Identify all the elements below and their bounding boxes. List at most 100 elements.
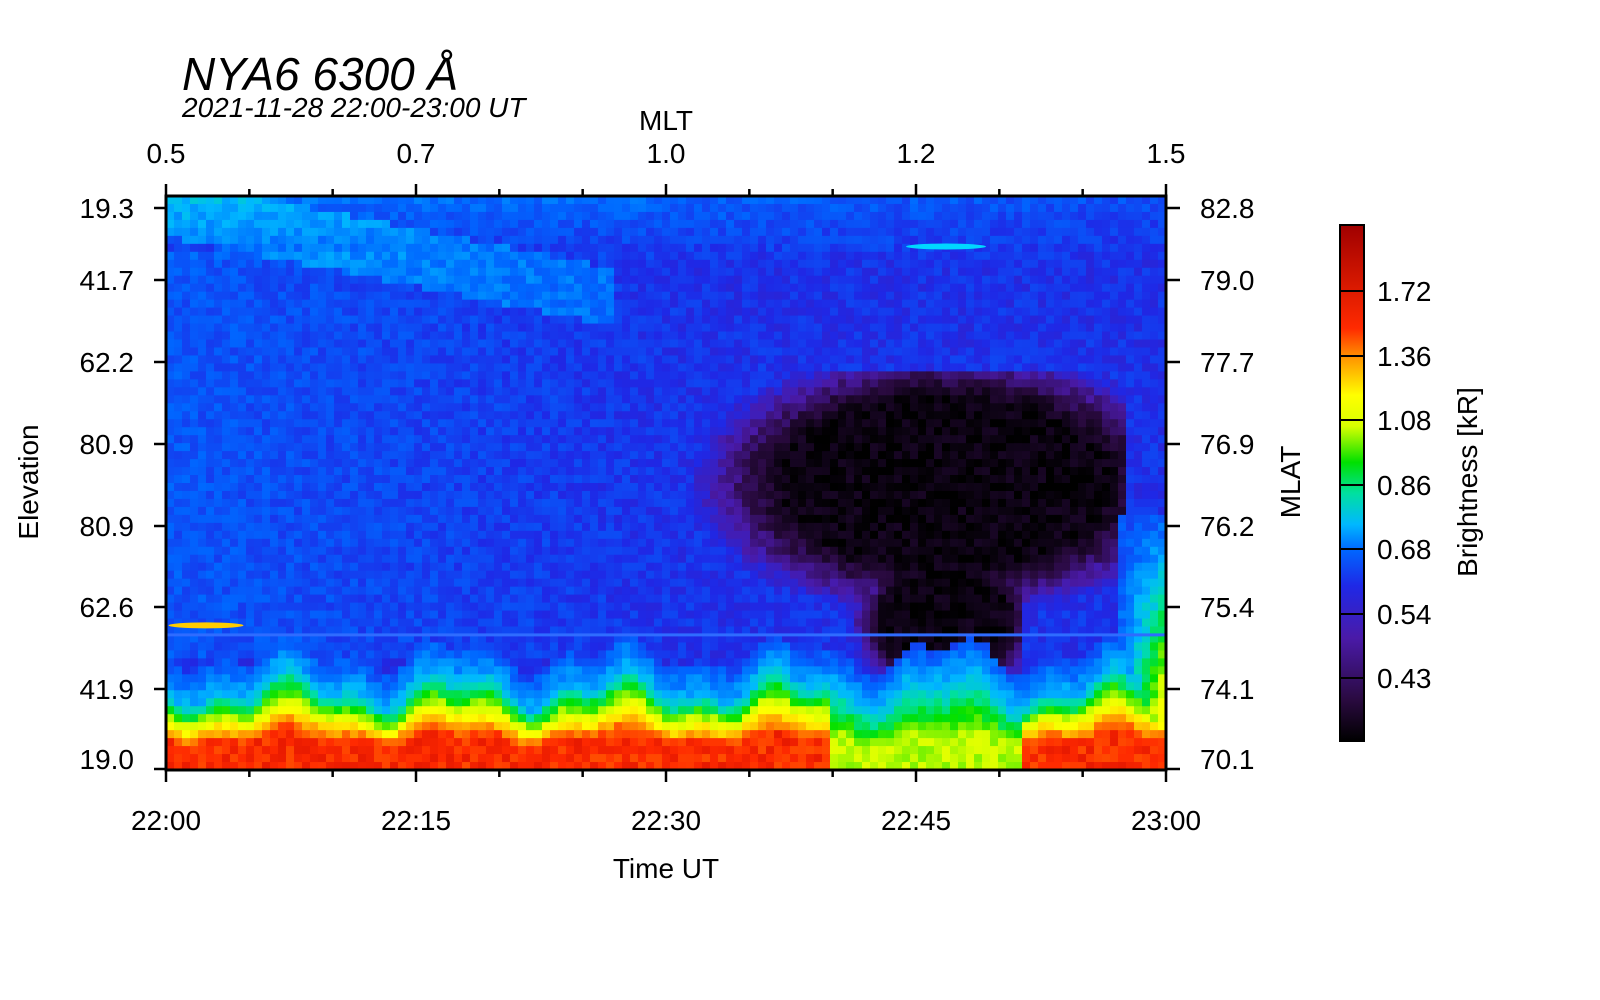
heatmap-cell bbox=[550, 578, 559, 588]
heatmap-cell bbox=[542, 299, 551, 309]
heatmap-cell bbox=[662, 443, 671, 452]
heatmap-cell bbox=[246, 706, 255, 715]
heatmap-cell bbox=[430, 666, 439, 675]
heatmap-cell bbox=[454, 307, 463, 317]
heatmap-cell bbox=[494, 490, 503, 500]
heatmap-cell bbox=[382, 642, 391, 652]
heatmap-cell bbox=[286, 706, 295, 715]
heatmap-cell bbox=[622, 714, 631, 723]
heatmap-cell bbox=[302, 690, 311, 699]
heatmap-cell bbox=[662, 530, 671, 540]
heatmap-cell bbox=[286, 259, 295, 269]
heatmap-cell bbox=[406, 211, 415, 221]
heatmap-cell bbox=[238, 331, 247, 341]
heatmap-cell bbox=[286, 546, 295, 556]
heatmap-cell bbox=[430, 642, 439, 652]
heatmap-cell bbox=[318, 323, 327, 333]
heatmap-cell bbox=[350, 315, 359, 325]
heatmap-cell bbox=[622, 419, 631, 428]
heatmap-cell bbox=[502, 522, 511, 532]
heatmap-cell bbox=[654, 546, 663, 556]
heatmap-cell bbox=[198, 586, 207, 596]
heatmap-cell bbox=[582, 602, 591, 612]
heatmap-cell bbox=[198, 514, 207, 524]
heatmap-cell bbox=[254, 219, 263, 229]
heatmap-cell bbox=[286, 339, 295, 349]
heatmap-cell bbox=[606, 674, 615, 683]
heatmap-cell bbox=[286, 196, 295, 205]
heatmap-cell bbox=[590, 403, 599, 412]
heatmap-cell bbox=[438, 371, 447, 380]
heatmap-cell bbox=[246, 403, 255, 412]
heatmap-cell bbox=[366, 251, 375, 261]
heatmap-cell bbox=[366, 203, 375, 213]
heatmap-cell bbox=[422, 762, 431, 770]
heatmap-cell bbox=[262, 371, 271, 380]
heatmap-cell bbox=[694, 299, 703, 309]
heatmap-cell bbox=[462, 722, 471, 731]
heatmap-cell bbox=[334, 650, 343, 659]
heatmap-cell bbox=[614, 291, 623, 301]
heatmap-cell bbox=[462, 610, 471, 620]
heatmap-cell bbox=[430, 650, 439, 659]
heatmap-cell bbox=[662, 746, 671, 755]
heatmap-cell bbox=[390, 443, 399, 452]
heatmap-cell bbox=[358, 267, 367, 277]
heatmap-cell bbox=[222, 706, 231, 715]
heatmap-cell bbox=[582, 554, 591, 564]
heatmap-cell bbox=[534, 196, 543, 205]
heatmap-cell bbox=[518, 714, 527, 723]
heatmap-cell bbox=[254, 227, 263, 237]
heatmap-cell bbox=[414, 690, 423, 699]
heatmap-cell bbox=[326, 554, 335, 564]
heatmap-cell bbox=[166, 339, 175, 349]
heatmap-cell bbox=[278, 578, 287, 588]
heatmap-cell bbox=[390, 610, 399, 620]
heatmap-cell bbox=[430, 227, 439, 237]
heatmap-cell bbox=[326, 467, 335, 476]
heatmap-cell bbox=[582, 259, 591, 269]
heatmap-cell bbox=[310, 203, 319, 213]
heatmap-cell bbox=[678, 235, 687, 245]
heatmap-cell bbox=[278, 538, 287, 548]
heatmap-cell bbox=[174, 546, 183, 556]
heatmap-cell bbox=[478, 746, 487, 755]
heatmap-cell bbox=[302, 227, 311, 237]
heatmap-cell bbox=[534, 483, 543, 492]
heatmap-cell bbox=[270, 219, 279, 229]
heatmap-cell bbox=[630, 626, 639, 636]
heatmap-cell bbox=[206, 475, 215, 484]
heatmap-cell bbox=[598, 506, 607, 516]
heatmap-cell bbox=[350, 203, 359, 213]
heatmap-cell bbox=[238, 514, 247, 524]
heatmap-cell bbox=[502, 490, 511, 500]
heatmap-cell bbox=[334, 602, 343, 612]
heatmap-cell bbox=[414, 427, 423, 436]
heatmap-cell bbox=[382, 451, 391, 460]
heatmap-cell bbox=[294, 443, 303, 452]
heatmap-cell bbox=[406, 626, 415, 636]
heatmap-cell bbox=[534, 283, 543, 293]
heatmap-cell bbox=[246, 634, 255, 644]
heatmap-cell bbox=[166, 586, 175, 596]
heatmap-cell bbox=[462, 395, 471, 404]
heatmap-cell bbox=[550, 243, 559, 253]
heatmap-cell bbox=[502, 666, 511, 675]
heatmap-cell bbox=[574, 267, 583, 277]
heatmap-cell bbox=[590, 475, 599, 484]
heatmap-cell bbox=[662, 196, 671, 205]
heatmap-cell bbox=[406, 738, 415, 747]
heatmap-cell bbox=[190, 570, 199, 580]
heatmap-cell bbox=[342, 610, 351, 620]
heatmap-cell bbox=[678, 714, 687, 723]
heatmap-cell bbox=[382, 475, 391, 484]
heatmap-cell bbox=[278, 642, 287, 652]
heatmap-cell bbox=[326, 211, 335, 221]
heatmap-cell bbox=[622, 514, 631, 524]
heatmap-cell bbox=[238, 706, 247, 715]
heatmap-cell bbox=[278, 498, 287, 508]
heatmap-cell bbox=[462, 275, 471, 285]
heatmap-cell bbox=[606, 754, 615, 763]
heatmap-cell bbox=[214, 594, 223, 604]
heatmap-cell bbox=[590, 514, 599, 524]
